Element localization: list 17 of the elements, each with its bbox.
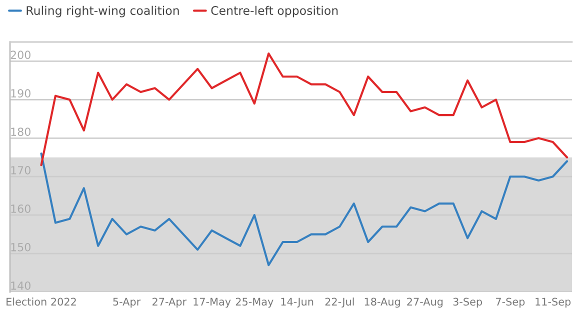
x-tick-label: 5-Apr: [113, 298, 141, 308]
y-tick-label: 180: [11, 128, 30, 136]
x-tick-label: 3-Sep: [453, 298, 482, 308]
x-tick-label: 14-Jun: [281, 298, 314, 308]
x-tick-label: 18-Aug: [364, 298, 400, 308]
x-tick-label: 17-May: [194, 298, 231, 308]
legend-label: Centre-left opposition: [211, 6, 338, 18]
x-tick-label: 25-May: [236, 298, 274, 308]
x-tick-label: Election 2022: [6, 298, 76, 306]
y-tick-label: 200: [10, 50, 30, 60]
x-tick-label: 27-Apr: [152, 298, 187, 308]
x-tick-label: 11-Sep: [536, 298, 571, 308]
x-tick-label: 27-Aug: [407, 298, 443, 308]
x-tick-label: 7-Sep: [496, 298, 525, 308]
legend-label: Ruling right-wing coalition: [26, 6, 179, 18]
x-tick-label: 22-Jul: [325, 298, 354, 308]
y-tick-label: 190: [11, 89, 30, 98]
